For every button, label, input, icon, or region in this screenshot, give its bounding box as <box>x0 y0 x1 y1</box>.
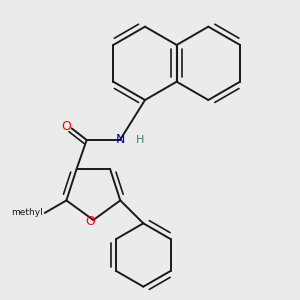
Text: H: H <box>136 135 144 145</box>
Text: O: O <box>85 215 95 228</box>
Text: methyl: methyl <box>11 208 43 217</box>
Text: O: O <box>62 120 72 133</box>
Text: N: N <box>115 134 125 146</box>
